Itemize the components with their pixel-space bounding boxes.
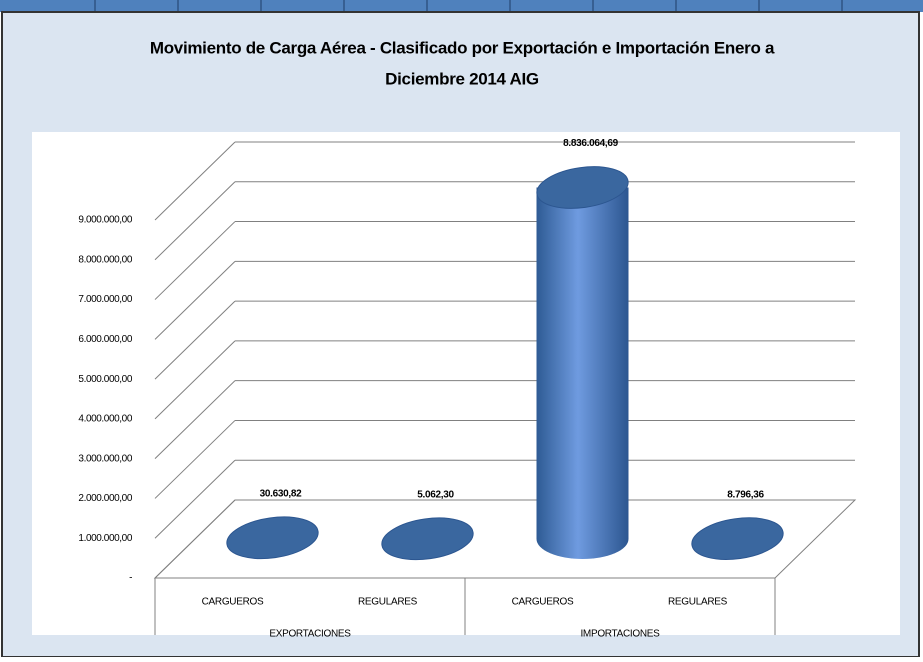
cylinder	[381, 517, 474, 561]
grid-line	[154, 420, 236, 499]
x-tick-label: REGULARES	[358, 597, 418, 608]
grid-line	[154, 221, 236, 300]
value-label: 5.062,30	[417, 489, 454, 500]
cylinder-top	[691, 517, 784, 560]
value-label: 8.796,36	[727, 489, 764, 500]
grid-line	[154, 380, 236, 460]
x-tick-label: CARGUEROS	[202, 597, 264, 608]
cylinder-top	[226, 516, 319, 560]
y-tick-label: 5.000.000,00	[78, 374, 132, 385]
group-label: IMPORTACIONES	[580, 629, 660, 640]
grid-line	[154, 300, 236, 380]
cylinder-top	[381, 517, 474, 561]
grid-line	[154, 499, 236, 579]
value-label: 8.836.064,69	[563, 138, 619, 149]
y-tick-label: 9.000.000,00	[78, 215, 132, 226]
grid-line	[154, 181, 236, 261]
value-label: 30.630,82	[260, 488, 303, 499]
y-tick-label: 4.000.000,00	[78, 414, 132, 425]
group-label: EXPORTACIONES	[269, 629, 351, 640]
cylinder-body	[536, 187, 629, 559]
x-tick-label: REGULARES	[668, 597, 728, 608]
cylinder-top	[536, 166, 629, 209]
y-tick-label: -	[129, 573, 132, 584]
cylinder	[691, 517, 784, 560]
grid-line	[154, 459, 236, 539]
y-tick-label: 7.000.000,00	[78, 294, 132, 305]
cylinder	[536, 166, 629, 559]
chart-subtitle: Diciembre 2014 AIG	[385, 69, 539, 88]
y-tick-label: 6.000.000,00	[78, 334, 132, 345]
y-tick-label: 8.000.000,00	[78, 254, 132, 265]
grid-line	[154, 340, 236, 420]
sheet-header	[0, 0, 923, 12]
chart-title: Movimiento de Carga Aérea - Clasificado …	[150, 38, 775, 57]
y-tick-label: 3.000.000,00	[78, 453, 132, 464]
grid-line	[154, 260, 236, 340]
cylinder	[226, 516, 319, 560]
y-tick-label: 2.000.000,00	[78, 493, 132, 504]
y-tick-label: 1.000.000,00	[78, 533, 132, 544]
grid-line	[154, 141, 236, 221]
sheet-cells	[94, 0, 843, 12]
x-tick-label: CARGUEROS	[512, 597, 574, 608]
